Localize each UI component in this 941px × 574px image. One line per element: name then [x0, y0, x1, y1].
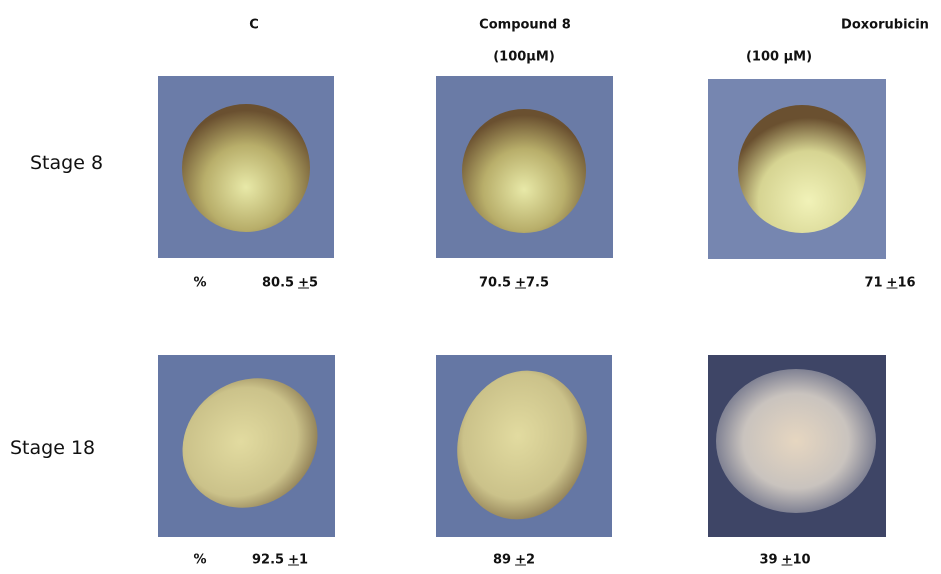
- mean: 70.5: [479, 276, 511, 291]
- mean: 39: [759, 553, 777, 568]
- result: 80.5 +5: [262, 276, 318, 291]
- column-title: C: [249, 18, 259, 33]
- concentration: (100µM): [493, 50, 555, 65]
- sd: 7.5: [526, 276, 549, 291]
- sd: 5: [309, 276, 318, 291]
- embryo-photo: [158, 76, 334, 258]
- row-label: Stage 8: [30, 152, 103, 174]
- figure: C Compound 8 (100µM) Doxorubicin (100 µM…: [0, 0, 941, 574]
- sd: 2: [526, 553, 535, 568]
- column-title: Compound 8: [479, 18, 571, 33]
- mean: 71: [864, 276, 882, 291]
- pm: +: [782, 553, 793, 568]
- pm: +: [288, 553, 299, 568]
- embryo-photo: [708, 355, 886, 537]
- pm: +: [298, 276, 309, 291]
- sd: 1: [299, 553, 308, 568]
- mean: 80.5: [262, 276, 294, 291]
- pm: +: [515, 276, 526, 291]
- result: 89 +2: [493, 553, 535, 568]
- percent-symbol: %: [193, 276, 206, 291]
- result: 71 +16: [864, 276, 915, 291]
- result: 70.5 +7.5: [479, 276, 549, 291]
- mean: 92.5: [252, 553, 284, 568]
- percent-symbol: %: [193, 553, 206, 568]
- sd: 16: [897, 276, 915, 291]
- row-label: Stage 18: [10, 437, 95, 459]
- pm: +: [887, 276, 898, 291]
- concentration: (100 µM): [746, 50, 812, 65]
- result: 92.5 +1: [252, 553, 308, 568]
- embryo-photo: [708, 79, 886, 259]
- column-title: Doxorubicin: [841, 18, 929, 33]
- embryo-photo: [436, 355, 612, 537]
- pm: +: [515, 553, 526, 568]
- embryo-photo: [158, 355, 335, 537]
- sd: 10: [792, 553, 810, 568]
- embryo-photo: [436, 76, 613, 258]
- mean: 89: [493, 553, 511, 568]
- result: 39 +10: [759, 553, 810, 568]
